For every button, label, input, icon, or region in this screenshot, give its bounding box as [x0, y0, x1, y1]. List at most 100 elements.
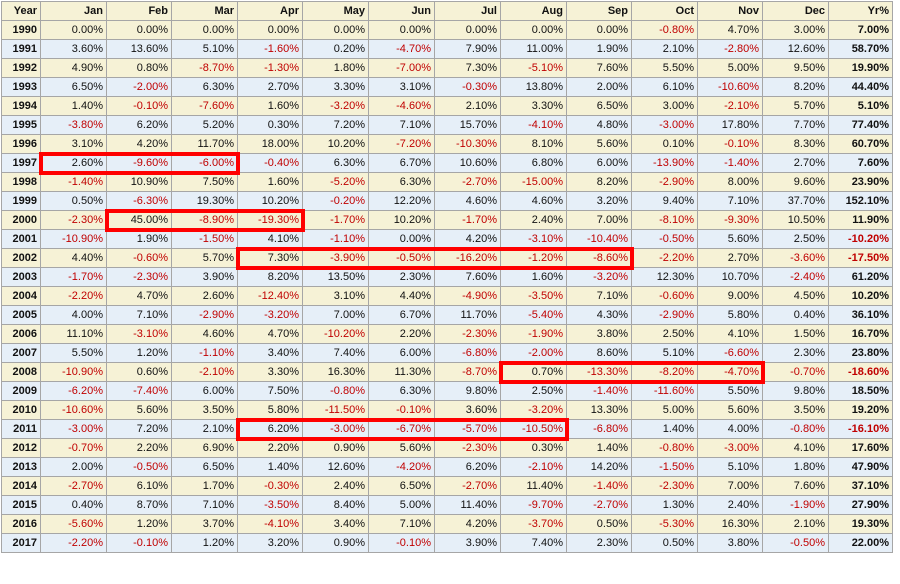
table-row: 1991 3.60% 13.60% 5.10% -1.60% 0.20% -4.70% 7.9… [1, 39, 893, 59]
monthly-return-cell: -3.00% [302, 419, 369, 439]
year-total-cell: 7.00% [828, 20, 893, 40]
monthly-return-cell: 2.20% [106, 438, 172, 458]
monthly-return-cell: -9.60% [106, 153, 172, 173]
table-row: 2004 -2.20% 4.70% 2.60% -12.40% 3.10% 4.40% -4.… [1, 286, 893, 306]
table-row: 2000 -2.30% 45.00% -8.90% -19.30% -1.70% 10.20… [1, 210, 893, 230]
monthly-return-cell: 2.30% [762, 343, 829, 363]
table-row: 2008 -10.90% 0.60% -2.10% 3.30% 16.30% 11.30% -… [1, 362, 893, 382]
monthly-return-cell: 2.50% [500, 381, 567, 401]
monthly-return-cell: -0.10% [697, 134, 763, 154]
monthly-return-cell: -0.80% [631, 20, 698, 40]
monthly-returns-wrapper: Year Jan Feb Mar Apr May Jun Jul Aug Sep Oct Nov Dec… [1, 1, 893, 553]
monthly-return-cell: -2.40% [762, 267, 829, 287]
year-cell: 1994 [1, 96, 41, 116]
monthly-return-cell: 0.00% [566, 20, 632, 40]
monthly-return-cell: 0.00% [302, 20, 369, 40]
monthly-return-cell: -6.80% [566, 419, 632, 439]
year-cell: 2017 [1, 533, 41, 553]
monthly-return-cell: 4.70% [106, 286, 172, 306]
monthly-return-cell: 0.80% [106, 58, 172, 78]
monthly-return-cell: 8.20% [237, 267, 303, 287]
monthly-return-cell: 10.20% [368, 210, 435, 230]
monthly-return-cell: 6.70% [368, 153, 435, 173]
monthly-return-cell: 0.90% [302, 533, 369, 553]
year-cell: 2012 [1, 438, 41, 458]
year-total-cell: 47.90% [828, 457, 893, 477]
monthly-return-cell: 6.50% [368, 476, 435, 496]
monthly-return-cell: 7.00% [302, 305, 369, 325]
monthly-return-cell: -10.50% [500, 419, 567, 439]
monthly-return-cell: 3.50% [762, 400, 829, 420]
monthly-return-cell: 6.10% [106, 476, 172, 496]
monthly-return-cell: 6.00% [171, 381, 238, 401]
monthly-return-cell: 5.00% [631, 400, 698, 420]
monthly-return-cell: 0.00% [368, 229, 435, 249]
table-row: 2016 -5.60% 1.20% 3.70% -4.10% 3.40% 7.10% 4.20… [1, 514, 893, 534]
monthly-return-cell: -2.20% [631, 248, 698, 268]
monthly-return-cell: 7.40% [302, 343, 369, 363]
year-cell: 2014 [1, 476, 41, 496]
monthly-return-cell: -0.30% [237, 476, 303, 496]
monthly-return-cell: 0.50% [566, 514, 632, 534]
monthly-return-cell: 4.10% [762, 438, 829, 458]
table-row: 2001 -10.90% 1.90% -1.50% 4.10% -1.10% 0.00% 4.… [1, 229, 893, 249]
monthly-return-cell: -3.00% [631, 115, 698, 135]
monthly-return-cell: 9.50% [762, 58, 829, 78]
monthly-return-cell: -0.20% [302, 191, 369, 211]
monthly-return-cell: 8.40% [302, 495, 369, 515]
monthly-return-cell: -1.60% [237, 39, 303, 59]
monthly-return-cell: -0.70% [40, 438, 107, 458]
monthly-return-cell: 6.00% [368, 343, 435, 363]
year-cell: 2010 [1, 400, 41, 420]
monthly-return-cell: 0.90% [302, 438, 369, 458]
year-cell: 2006 [1, 324, 41, 344]
monthly-return-cell: 5.10% [697, 457, 763, 477]
monthly-return-cell: 5.50% [697, 381, 763, 401]
table-row: 2012 -0.70% 2.20% 6.90% 2.20% 0.90% 5.60% -2.30… [1, 438, 893, 458]
monthly-return-cell: 16.30% [302, 362, 369, 382]
column-header-nov: Nov [697, 1, 763, 21]
monthly-return-cell: 5.50% [40, 343, 107, 363]
monthly-return-cell: 0.40% [40, 495, 107, 515]
monthly-return-cell: 6.70% [368, 305, 435, 325]
table-row: 1992 4.90% 0.80% -8.70% -1.30% 1.80% -7.00% 7.3… [1, 58, 893, 78]
monthly-return-cell: -3.20% [500, 400, 567, 420]
monthly-return-cell: 2.00% [40, 457, 107, 477]
monthly-return-cell: -2.30% [434, 324, 501, 344]
monthly-return-cell: 7.90% [434, 39, 501, 59]
monthly-return-cell: -3.20% [302, 96, 369, 116]
year-total-cell: 77.40% [828, 115, 893, 135]
monthly-return-cell: 3.50% [171, 400, 238, 420]
monthly-return-cell: 2.60% [171, 286, 238, 306]
monthly-return-cell: 2.40% [697, 495, 763, 515]
monthly-return-cell: -2.20% [40, 286, 107, 306]
year-total-cell: 19.90% [828, 58, 893, 78]
table-row: 1999 0.50% -6.30% 19.30% 10.20% -0.20% 12.20% 4… [1, 191, 893, 211]
monthly-return-cell: 4.70% [237, 324, 303, 344]
monthly-return-cell: 4.80% [566, 115, 632, 135]
monthly-return-cell: 6.20% [106, 115, 172, 135]
monthly-return-cell: -8.20% [631, 362, 698, 382]
monthly-return-cell: -0.60% [631, 286, 698, 306]
monthly-return-cell: 2.30% [566, 533, 632, 553]
monthly-return-cell: -0.50% [106, 457, 172, 477]
monthly-return-cell: -0.30% [434, 77, 501, 97]
monthly-return-cell: -10.30% [434, 134, 501, 154]
year-cell: 1999 [1, 191, 41, 211]
monthly-return-cell: 4.00% [40, 305, 107, 325]
table-row: 2007 5.50% 1.20% -1.10% 3.40% 7.40% 6.00% -6.80… [1, 343, 893, 363]
monthly-return-cell: 6.20% [434, 457, 501, 477]
year-cell: 1993 [1, 77, 41, 97]
monthly-return-cell: 6.20% [237, 419, 303, 439]
monthly-return-cell: 7.10% [171, 495, 238, 515]
monthly-return-cell: -15.00% [500, 172, 567, 192]
monthly-return-cell: 4.60% [434, 191, 501, 211]
year-total-cell: 22.00% [828, 533, 893, 553]
monthly-return-cell: 1.40% [631, 419, 698, 439]
year-total-cell: 17.60% [828, 438, 893, 458]
monthly-return-cell: 1.90% [106, 229, 172, 249]
monthly-return-cell: 2.40% [500, 210, 567, 230]
monthly-return-cell: 6.00% [566, 153, 632, 173]
monthly-return-cell: -2.30% [631, 476, 698, 496]
year-cell: 2007 [1, 343, 41, 363]
